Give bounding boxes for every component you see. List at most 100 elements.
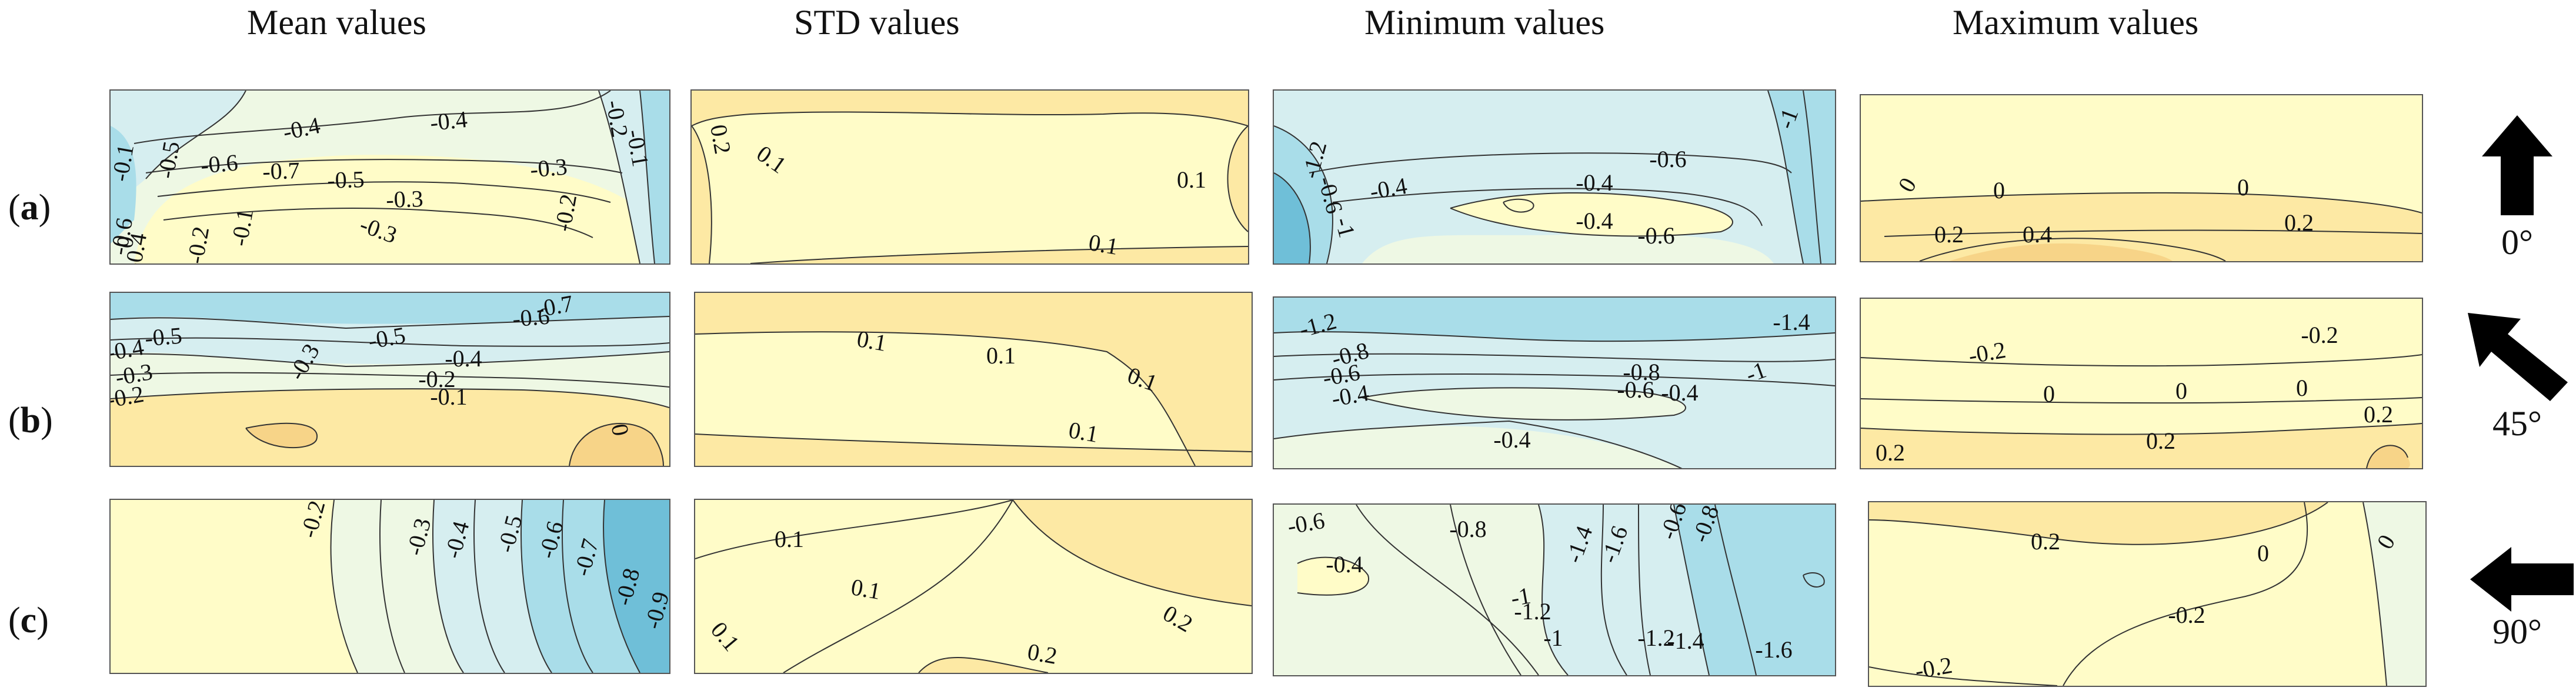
panel-b-mean-contour-line — [111, 372, 669, 388]
panel-a-mean-band — [111, 126, 136, 243]
panel-a-min-contour-line — [1803, 91, 1821, 263]
panel-b-mean: -0.7 -0.6 -0.5 -0.5 -0.4 -0.4 -0.3 -0.3 -0.2 -0.2… — [109, 292, 670, 467]
panel-a-min-contour-line — [1309, 152, 1792, 174]
panel-a-mean-contour-label: -0.2 — [601, 98, 633, 139]
panel-a-mean-contour-label: -0.6 — [199, 149, 239, 178]
panel-b-max-contour-label: 0.2 — [2364, 401, 2393, 428]
panel-c-max-svg: 0.2 0-0.20-0.2 — [1869, 502, 2425, 686]
panel-a-std-band — [750, 246, 1248, 263]
panel-a-mean-contour-line — [145, 159, 623, 174]
panel-b-std-contour-label: 0.1 — [1067, 416, 1100, 448]
panel-b-min-contour-label: -0.6 — [1321, 359, 1362, 391]
panel-a-mean-svg: -0.4 -0.4-0.5 -0.6 -0.7 -0.5-0.3-0.3-0.2-0.1… — [111, 91, 669, 263]
row-label-b-letter: b — [20, 401, 41, 441]
panel-a-min-contour-line — [1503, 198, 1534, 213]
panel-b-mean-contour-label: -0.3 — [114, 358, 155, 391]
panel-c-std-contour-line — [918, 656, 1049, 673]
panel-a-max-band — [1949, 243, 2173, 261]
panel-a-mean-contour-line — [145, 91, 246, 179]
panel-a-std-svg: 0.20.10.10.1 — [692, 91, 1248, 263]
panel-b-min-contour-line — [1274, 331, 1835, 342]
panel-a-max-contour-label: 0 — [1993, 177, 2005, 203]
panel-a-mean-contour-line — [163, 208, 593, 238]
panel-c-min-contour-line — [1600, 505, 1627, 675]
panel-b-max-svg: -0.2-0.20 000.2 0.20.2 — [1861, 299, 2422, 468]
column-title-maximum: Maximum values — [1953, 3, 2199, 42]
panel-a-mean-contour-label: -0.4 — [119, 231, 152, 263]
panel-c-min-contour-label: -0.6 — [1286, 507, 1327, 539]
panel-a-mean-contour-line — [157, 181, 611, 203]
panel-b-mean-contour-label: -0.2 — [418, 366, 455, 392]
panel-c-mean-band — [603, 500, 669, 673]
panel-b-mean-contour-label: -0.1 — [430, 383, 467, 410]
panel-b-min-contour-label: -0.8 — [1623, 359, 1660, 385]
panel-a-min-contour-line — [1274, 125, 1333, 263]
panel-c-max-contour-line — [1869, 502, 2328, 545]
panel-b-min-contour-line — [1362, 387, 1686, 421]
panel-b-min-band — [1362, 388, 1686, 420]
panel-a-min-band — [1497, 199, 1540, 213]
panel-b-std: 0.1 0.1 0.1 0.1 — [694, 292, 1253, 467]
panel-c-max-band — [2363, 502, 2425, 686]
panel-b-max-band — [2367, 445, 2410, 468]
panel-c-std-contour-label: 0.1 — [849, 573, 883, 605]
panel-b-min-contour-line — [1274, 420, 1683, 468]
panel-a-std-band — [692, 91, 1248, 126]
panel-b-min-contour-label: -0.4 — [1661, 379, 1698, 406]
panel-b-mean-contour-line — [245, 422, 318, 449]
panel-b-mean-contour-label: -0.4 — [445, 345, 482, 372]
panel-a-max-contour-line — [1861, 192, 2422, 213]
panel-a-max-contour-line — [1919, 238, 2226, 261]
panel-b-std-contour-label: 0.1 — [855, 325, 889, 356]
panel-c-min-contour-label: -1.2 — [1514, 598, 1551, 625]
panel-a-std-contour-label: 0.2 — [705, 122, 736, 156]
panel-c-mean-contour-line — [603, 500, 640, 673]
panel-c-max-contour-label: -0.2 — [2168, 602, 2205, 628]
panel-b-min-contour-label: -0.4 — [1493, 426, 1530, 453]
row-label-a-letter: a — [20, 188, 39, 228]
panel-a-mean-band — [640, 91, 669, 263]
panel-b-std-contour-line — [695, 331, 1196, 466]
panel-a-min-contour-line — [1450, 192, 1733, 237]
panel-b-min: -1.2 -0.8 -0.6 -0.4 -0.8 -0.6 -0.4 -1 -1.4 -0.4 — [1273, 296, 1836, 469]
panel-b-mean-band — [569, 423, 663, 466]
panel-a-std: 0.2 0.1 0.1 0.1 — [690, 89, 1249, 265]
panel-c-std-contour-label: 0.1 — [775, 526, 804, 552]
panel-b-std-contour-line — [695, 433, 1252, 452]
panel-a-mean-contour-label: -0.1 — [226, 207, 258, 248]
panel-a-mean-contour-label: -0.5 — [327, 166, 365, 193]
panel-b-mean-band — [111, 389, 669, 466]
panel-c-mean-contour-line — [379, 500, 405, 673]
panel-c-mean: -0.2 -0.3 -0.4 -0.5 -0.6 -0.7 -0.8 -0.9 — [109, 499, 670, 674]
panel-a-std-contour-line — [692, 111, 1248, 126]
panel-c-mean-contour-line — [562, 500, 593, 673]
panel-c-max-contour-line — [1869, 666, 2058, 686]
panel-c-min-contour-line — [1714, 505, 1757, 675]
panel-a-mean-contour-line — [639, 91, 655, 263]
panel-c-min-contour-label: -1.2 — [1637, 625, 1674, 651]
panel-b-min-band — [1274, 298, 1835, 342]
panel-c-min-contour-line — [1673, 505, 1710, 675]
panel-b-max-contour-line — [1861, 423, 2422, 435]
panel-c-max: 0.2 0 -0.2 0 -0.2 — [1868, 501, 2427, 687]
panel-c-max-contour-label: 0.2 — [2031, 528, 2060, 555]
row-label-a: (a) — [8, 188, 51, 228]
panel-a-min-band — [1274, 173, 1310, 263]
panel-b-mean-contour-label: -0.6 — [511, 302, 550, 332]
panel-a-std-contour-line — [1227, 125, 1248, 232]
panel-a-mean-contour-label: -0.2 — [182, 225, 214, 263]
panel-c-std-contour-line — [695, 500, 1013, 559]
panel-c-min-contour-label: -1 — [1509, 582, 1533, 611]
panel-b-max: -0.2 -0.2 0 0 0 0.2 0.2 0.2 — [1860, 298, 2423, 469]
panel-b-max-contour-label: 0 — [2043, 381, 2055, 407]
panel-a-mean: -0.4 -0.4 -0.5 -0.6 -0.7 -0.5 -0.3 -0.3 -0.2 -0.1… — [109, 89, 670, 265]
panel-a-mean-contour-label: -0.4 — [429, 106, 469, 136]
panel-c-mean-contour-line — [520, 500, 552, 673]
panel-c-std-contour-line — [1012, 500, 1252, 606]
panel-a-min-contour-line — [1332, 188, 1763, 226]
panel-a-mean-contour-label: -0.7 — [262, 157, 301, 185]
column-title-mean: Mean values — [247, 3, 426, 42]
panel-c-mean-contour-line — [432, 500, 464, 673]
panel-c-min-contour-label: -1 — [1543, 625, 1563, 651]
panel-a-min-contour-line — [1274, 172, 1311, 263]
